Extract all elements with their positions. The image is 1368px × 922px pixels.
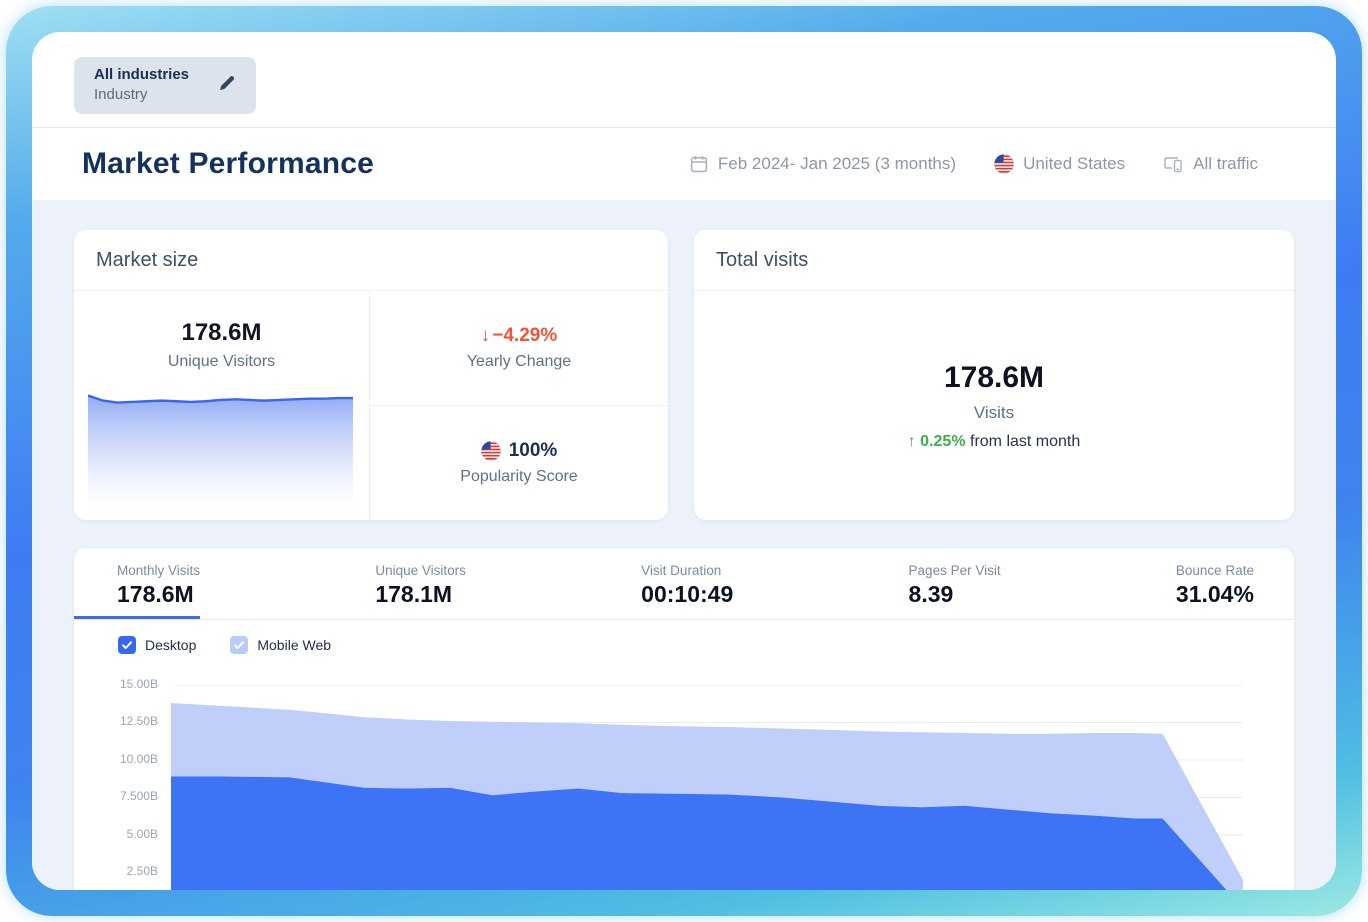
market-size-card: Market size 178.6M Unique Visitors (74, 230, 668, 520)
unique-visitors-value: 178.6M (181, 319, 262, 346)
total-visits-change: ↑ 0.25% from last month (908, 433, 1081, 451)
y-axis-tick: 12.50B (119, 714, 158, 728)
total-visits-value: 178.6M (943, 360, 1045, 394)
y-axis-tick: 15.00B (119, 677, 158, 691)
decorative-gradient-frame: All industries Industry Market Performan… (6, 6, 1362, 916)
total-visits-title: Total visits (694, 230, 1294, 291)
chart-legend: Desktop Mobile Web (74, 620, 1294, 664)
legend-desktop[interactable]: Desktop (118, 636, 196, 654)
tab-visit-duration[interactable]: Visit Duration 00:10:49 (641, 563, 734, 607)
yearly-change-panel: ↓ −4.29% Yearly Change (370, 291, 668, 405)
market-size-title: Market size (74, 230, 668, 291)
mobile-web-checkbox[interactable] (230, 636, 249, 654)
devices-icon (1164, 157, 1182, 173)
tab-unique-visitors[interactable]: Unique Visitors 178.1M (375, 563, 466, 607)
us-flag-icon (481, 441, 501, 461)
traffic-chart-card: Monthly Visits 178.6M Unique Visitors 17… (74, 548, 1294, 890)
up-arrow-icon: ↑ (907, 432, 916, 450)
y-axis-tick: 5.00B (126, 827, 158, 841)
legend-mobile-web[interactable]: Mobile Web (230, 636, 331, 654)
check-icon (122, 641, 132, 649)
change-percent: 0.25% (920, 432, 966, 450)
industry-filter-label: Industry (94, 86, 148, 104)
tab-monthly-visits[interactable]: Monthly Visits 178.6M (74, 548, 201, 619)
total-visits-card: Total visits 178.6M Visits ↑ 0.25% from … (694, 230, 1294, 520)
country-text: United States (1023, 154, 1126, 173)
date-range-filter[interactable]: Feb 2024- Jan 2025 (3 months) (689, 154, 956, 174)
popularity-panel: 100% Popularity Score (370, 405, 668, 520)
tab-pages-per-visit[interactable]: Pages Per Visit 8.39 (908, 563, 1001, 607)
y-axis-tick: 7.500B (119, 789, 158, 803)
metric-tabs: Monthly Visits 178.6M Unique Visitors 17… (74, 548, 1294, 620)
date-range-text: Feb 2024- Jan 2025 (3 months) (717, 154, 957, 173)
yearly-change-label: Yearly Change (466, 353, 572, 370)
check-icon (234, 641, 245, 649)
page-header: Market Performance Feb 2024- Jan 2025 (3… (32, 128, 1336, 200)
chart-plot-area (171, 685, 1243, 890)
total-visits-label: Visits (973, 402, 1015, 422)
edit-pencil-icon[interactable] (217, 72, 238, 98)
country-filter[interactable]: United States (994, 154, 1125, 174)
y-axis-tick: 2.50B (126, 864, 158, 878)
yearly-change-value: −4.29% (492, 325, 558, 346)
industry-filter-value: All industries (94, 66, 190, 83)
traffic-text: All traffic (1193, 154, 1258, 173)
y-axis-tick: 10.00B (119, 752, 158, 766)
top-bar: All industries Industry (32, 32, 1336, 127)
legend-mobile-label: Mobile Web (257, 637, 332, 653)
popularity-label: Popularity Score (460, 468, 578, 485)
popularity-value: 100% (508, 440, 558, 461)
down-arrow-icon: ↓ (480, 325, 491, 346)
industry-filter-chip[interactable]: All industries Industry (74, 57, 257, 114)
unique-visitors-label: Unique Visitors (167, 353, 276, 370)
topbar-divider (32, 127, 1336, 128)
change-suffix: from last month (970, 432, 1081, 450)
header-filters: Feb 2024- Jan 2025 (3 months) United Sta… (689, 154, 1258, 174)
desktop-checkbox[interactable] (118, 636, 136, 654)
unique-visitors-sparkline (88, 393, 353, 520)
legend-desktop-label: Desktop (145, 637, 197, 653)
us-flag-icon (994, 154, 1014, 174)
dashboard-content: Market size 178.6M Unique Visitors (32, 200, 1336, 890)
unique-visitors-panel: 178.6M Unique Visitors (74, 291, 370, 520)
tab-bounce-rate[interactable]: Bounce Rate 31.04% (1175, 563, 1254, 607)
traffic-filter[interactable]: All traffic (1163, 154, 1258, 174)
app-window: All industries Industry Market Performan… (32, 32, 1336, 890)
stacked-area-chart: 15.00B 12.50B 10.00B 7.500B 5.00B 2.50B (74, 664, 1294, 890)
calendar-icon (690, 156, 708, 173)
page-title: Market Performance (82, 147, 375, 180)
